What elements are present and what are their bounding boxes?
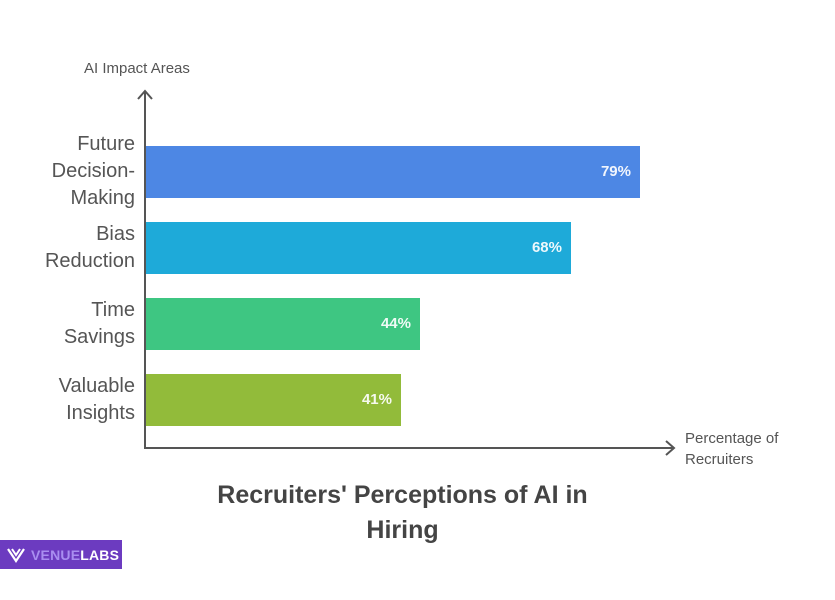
chart-title: Recruiters' Perceptions of AI in Hiring xyxy=(217,481,588,544)
y-axis-title: AI Impact Areas xyxy=(84,60,190,77)
bar-value-label: 68% xyxy=(531,239,562,256)
bar-value-label: 79% xyxy=(600,163,631,180)
logo-wordmark: VENUELABS xyxy=(31,546,120,563)
venuelabs-logo: VENUELABS xyxy=(0,540,122,569)
category-label-time-savings: Time Savings xyxy=(63,299,135,348)
y-axis-arrow-icon xyxy=(137,89,153,449)
category-label-bias-reduction: Bias Reduction xyxy=(44,223,135,272)
bar-valuable-insights: 41% xyxy=(146,374,401,426)
bar-time-savings: 44% xyxy=(146,298,420,350)
x-axis-arrow-icon xyxy=(144,440,676,456)
category-label-valuable-insights: Valuable Insights xyxy=(58,375,135,424)
venuelabs-mark-icon xyxy=(7,547,25,563)
bar-value-label: 41% xyxy=(361,391,392,408)
category-label-future-decision-making: Future Decision- Making xyxy=(51,133,135,209)
bar-value-label: 44% xyxy=(380,315,411,332)
bar-future-decision-making: 79% xyxy=(146,146,640,198)
x-axis-title: Percentage of Recruiters xyxy=(685,430,779,468)
bar-bias-reduction: 68% xyxy=(146,222,571,274)
